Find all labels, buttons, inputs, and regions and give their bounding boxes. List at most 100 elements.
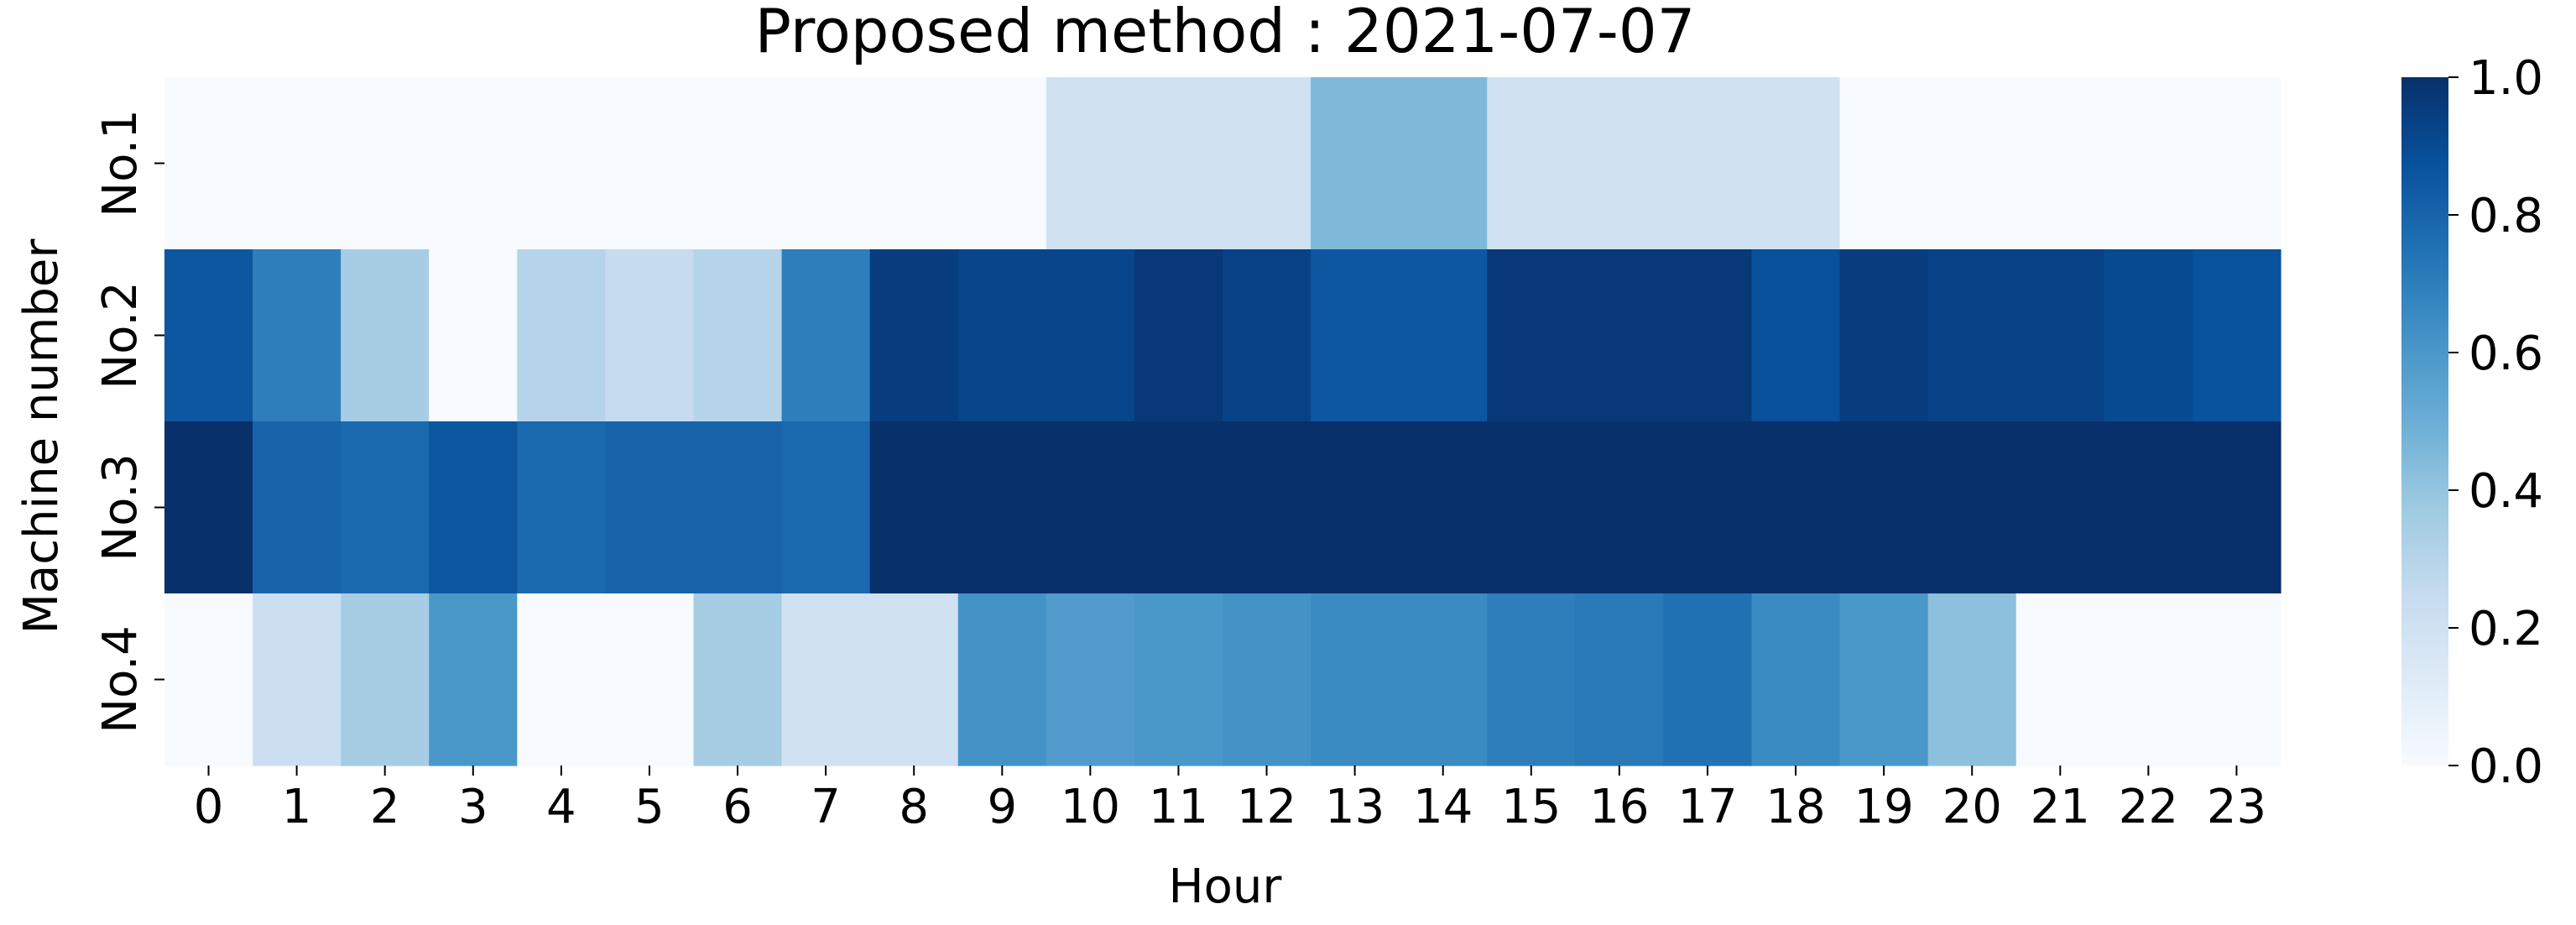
heatmap-cell xyxy=(605,249,695,422)
heatmap-cell xyxy=(1839,421,1929,594)
heatmap-cell xyxy=(253,421,342,594)
heatmap-cell xyxy=(781,593,871,766)
x-tick-label: 23 xyxy=(2207,780,2266,834)
heatmap-cell xyxy=(429,593,518,766)
heatmap-cell xyxy=(1223,77,1311,250)
heatmap-cell xyxy=(429,421,518,594)
x-tick-label: 10 xyxy=(1061,780,1120,834)
heatmap-cell xyxy=(2192,421,2281,594)
heatmap-cell xyxy=(1839,593,1929,766)
heatmap-cell xyxy=(605,77,695,250)
heatmap-cell xyxy=(1223,593,1311,766)
heatmap-cell xyxy=(253,77,342,250)
heatmap-cell xyxy=(429,249,518,422)
heatmap-cell xyxy=(2104,593,2193,766)
x-tick-label: 7 xyxy=(811,780,841,834)
colorbar xyxy=(2401,77,2448,766)
heatmap-cell xyxy=(1927,77,2017,250)
heatmap-cell xyxy=(1399,593,1488,766)
x-tick-label: 15 xyxy=(1501,780,1561,834)
heatmap-cell xyxy=(2015,77,2105,250)
heatmap-cell xyxy=(1399,249,1488,422)
x-tick-label: 9 xyxy=(987,780,1017,834)
heatmap-cell xyxy=(1399,77,1488,250)
x-tick-label: 18 xyxy=(1765,780,1825,834)
x-tick-label: 22 xyxy=(2119,780,2178,834)
y-tick-label: No.3 xyxy=(93,453,148,562)
heatmap-cell xyxy=(693,593,783,766)
heatmap-cell xyxy=(1487,77,1576,250)
heatmap-cell xyxy=(1399,421,1488,594)
heatmap-cells xyxy=(164,77,2281,766)
x-tick-label: 8 xyxy=(899,780,929,834)
x-tick-label: 0 xyxy=(194,780,224,834)
heatmap-cell xyxy=(957,249,1047,422)
heatmap-cell xyxy=(1751,421,1841,594)
heatmap-cell xyxy=(1134,593,1223,766)
heatmap-cell xyxy=(2192,249,2281,422)
heatmap-cell xyxy=(605,593,695,766)
heatmap-cell xyxy=(1134,77,1223,250)
heatmap-cell xyxy=(1487,421,1576,594)
x-tick-label: 6 xyxy=(722,780,753,834)
heatmap-cell xyxy=(164,421,253,594)
colorbar-tick-label: 0.8 xyxy=(2469,189,2543,243)
heatmap-cell xyxy=(2015,249,2105,422)
heatmap-cell xyxy=(1046,421,1135,594)
heatmap-cell xyxy=(2192,593,2281,766)
heatmap-cell xyxy=(2104,421,2193,594)
heatmap-cell xyxy=(341,593,430,766)
heatmap-cell xyxy=(164,77,253,250)
heatmap-cell xyxy=(957,593,1047,766)
x-tick-label: 14 xyxy=(1413,780,1473,834)
heatmap-cell xyxy=(2192,77,2281,250)
heatmap-cell xyxy=(2104,77,2193,250)
heatmap-cell xyxy=(1927,249,2017,422)
heatmap-cell xyxy=(1927,421,2017,594)
heatmap-cell xyxy=(1575,249,1665,422)
heatmap-cell xyxy=(1046,593,1135,766)
heatmap-cell xyxy=(517,593,607,766)
heatmap-cell xyxy=(693,421,783,594)
heatmap-cell xyxy=(1134,249,1223,422)
heatmap-cell xyxy=(1311,593,1400,766)
x-tick-label: 13 xyxy=(1325,780,1384,834)
heatmap-cell xyxy=(517,249,607,422)
heatmap-cell xyxy=(1311,77,1400,250)
heatmap-cell xyxy=(1575,77,1665,250)
colorbar-ticks: 0.0 0.2 0.4 0.6 0.8 1.0 xyxy=(2448,51,2543,794)
x-tick-label: 20 xyxy=(1942,780,2002,834)
heatmap-cell xyxy=(1663,77,1753,250)
heatmap-cell xyxy=(781,77,871,250)
heatmap-cell xyxy=(693,77,783,250)
heatmap-cell xyxy=(1663,249,1753,422)
heatmap-cell xyxy=(1575,421,1665,594)
x-axis-ticks: 0 1 2 3 4 5 6 7 8 9 10 11 12 13 14 15 16 17 18 19 20 21 22 23 xyxy=(194,766,2266,834)
heatmap-cell xyxy=(1134,421,1223,594)
x-tick-label: 11 xyxy=(1149,780,1208,834)
heatmap-cell xyxy=(253,249,342,422)
heatmap-cell xyxy=(1046,77,1135,250)
x-tick-label: 12 xyxy=(1237,780,1296,834)
heatmap-cell xyxy=(1751,593,1841,766)
colorbar-tick-label: 0.4 xyxy=(2469,464,2543,519)
colorbar-tick-label: 0.2 xyxy=(2469,602,2543,656)
heatmap-cell xyxy=(341,421,430,594)
y-tick-label: No.4 xyxy=(93,625,148,734)
heatmap-cell xyxy=(781,249,871,422)
heatmap-cell xyxy=(429,77,518,250)
x-tick-label: 19 xyxy=(1854,780,1913,834)
x-tick-label: 1 xyxy=(282,780,312,834)
heatmap-cell xyxy=(605,421,695,594)
colorbar-tick-label: 0.0 xyxy=(2469,739,2543,794)
heatmap-cell xyxy=(781,421,871,594)
heatmap-cell xyxy=(1046,249,1135,422)
heatmap-cell xyxy=(2015,421,2105,594)
x-tick-label: 16 xyxy=(1589,780,1649,834)
heatmap-cell xyxy=(1751,249,1841,422)
heatmap-cell xyxy=(341,77,430,250)
heatmap-cell xyxy=(2015,593,2105,766)
heatmap-cell xyxy=(1575,593,1665,766)
x-axis-label: Hour xyxy=(1169,860,1283,914)
